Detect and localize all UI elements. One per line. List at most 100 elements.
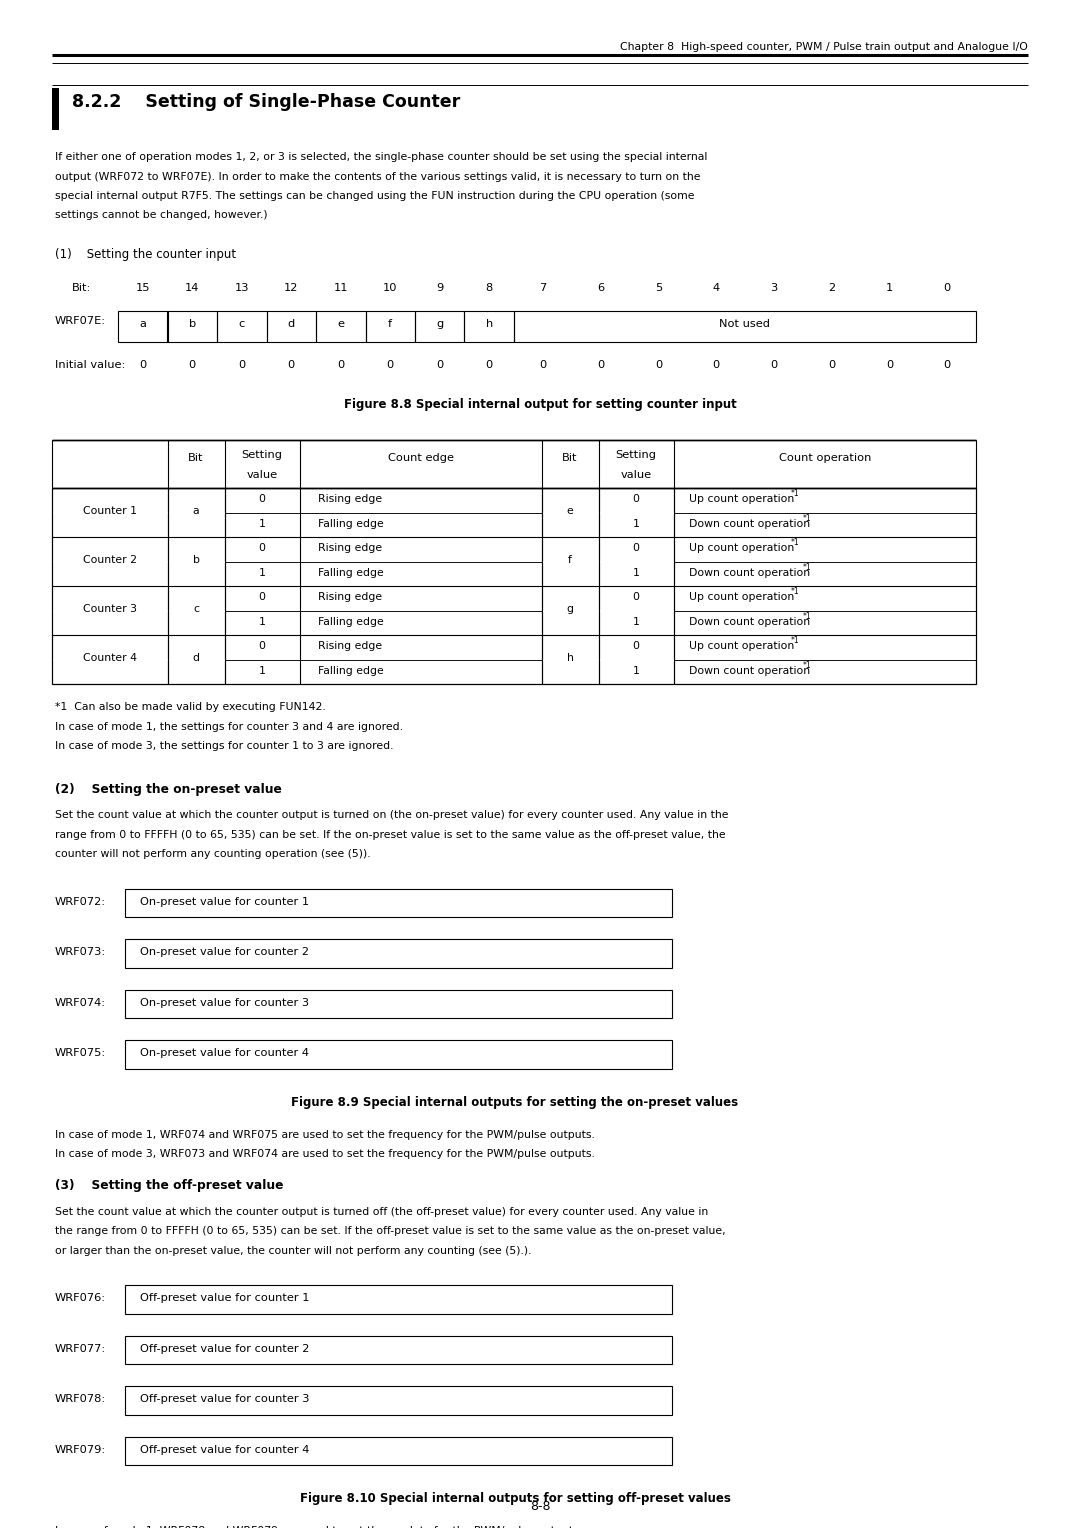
Text: Initial value:: Initial value: xyxy=(55,361,125,370)
Text: Down count operation: Down count operation xyxy=(689,617,810,626)
Text: WRF07E:: WRF07E: xyxy=(55,316,106,325)
Text: 0: 0 xyxy=(238,361,245,370)
Text: 6: 6 xyxy=(597,283,604,293)
Text: Off-preset value for counter 4: Off-preset value for counter 4 xyxy=(140,1445,309,1455)
Text: 1: 1 xyxy=(259,518,266,529)
Text: (2)    Setting the on-preset value: (2) Setting the on-preset value xyxy=(55,782,282,796)
Text: On-preset value for counter 2: On-preset value for counter 2 xyxy=(140,947,309,957)
Text: Not used: Not used xyxy=(719,318,770,329)
Text: Up count operation: Up count operation xyxy=(689,593,794,602)
Text: value: value xyxy=(621,471,651,480)
Text: 7: 7 xyxy=(539,283,546,293)
Text: Rising edge: Rising edge xyxy=(318,494,381,504)
Text: Figure 8.9 Special internal outputs for setting the on-preset values: Figure 8.9 Special internal outputs for … xyxy=(292,1096,739,1108)
Text: g: g xyxy=(436,318,444,329)
Text: 0: 0 xyxy=(258,494,266,504)
Text: Rising edge: Rising edge xyxy=(318,593,381,602)
Text: c: c xyxy=(239,318,245,329)
Text: Down count operation: Down count operation xyxy=(689,666,810,675)
Text: 1: 1 xyxy=(633,666,639,675)
Text: WRF079:: WRF079: xyxy=(55,1445,106,1455)
Bar xyxy=(316,312,365,342)
Text: 0: 0 xyxy=(287,361,295,370)
Text: WRF074:: WRF074: xyxy=(55,998,106,1008)
Text: Falling edge: Falling edge xyxy=(318,568,383,578)
Text: 0: 0 xyxy=(337,361,345,370)
Text: 0: 0 xyxy=(633,494,639,504)
Text: WRF078:: WRF078: xyxy=(55,1394,106,1404)
Text: 0: 0 xyxy=(633,544,639,553)
Text: WRF072:: WRF072: xyxy=(55,897,106,906)
Bar xyxy=(217,312,267,342)
Text: d: d xyxy=(192,652,200,663)
Text: 11: 11 xyxy=(334,283,348,293)
Text: Bit: Bit xyxy=(563,452,578,463)
Text: Set the count value at which the counter output is turned on (the on-preset valu: Set the count value at which the counter… xyxy=(55,810,729,821)
Text: In case of mode 3, the settings for counter 1 to 3 are ignored.: In case of mode 3, the settings for coun… xyxy=(55,741,393,750)
Text: 13: 13 xyxy=(234,283,249,293)
Text: 0: 0 xyxy=(387,361,394,370)
Bar xyxy=(125,1285,672,1314)
Text: Figure 8.8 Special internal output for setting counter input: Figure 8.8 Special internal output for s… xyxy=(343,397,737,411)
Text: or larger than the on-preset value, the counter will not perform any counting (s: or larger than the on-preset value, the … xyxy=(55,1245,531,1256)
Text: WRF076:: WRF076: xyxy=(55,1293,106,1303)
Text: Setting: Setting xyxy=(242,451,283,460)
Text: Chapter 8  High-speed counter, PWM / Pulse train output and Analogue I/O: Chapter 8 High-speed counter, PWM / Puls… xyxy=(620,41,1028,52)
Text: Off-preset value for counter 2: Off-preset value for counter 2 xyxy=(140,1343,309,1354)
Text: 4: 4 xyxy=(713,283,719,293)
Text: Off-preset value for counter 3: Off-preset value for counter 3 xyxy=(140,1394,310,1404)
Text: 1: 1 xyxy=(633,617,639,626)
Text: 0: 0 xyxy=(828,361,835,370)
Text: 0: 0 xyxy=(139,361,147,370)
Text: Bit:: Bit: xyxy=(72,283,92,293)
Text: *1: *1 xyxy=(792,489,799,498)
Text: Up count operation: Up count operation xyxy=(689,544,794,553)
Text: Counter 2: Counter 2 xyxy=(83,555,137,564)
Bar xyxy=(267,312,316,342)
Text: 1: 1 xyxy=(633,518,639,529)
Text: 3: 3 xyxy=(770,283,778,293)
Text: h: h xyxy=(567,652,573,663)
Bar xyxy=(125,940,672,967)
Text: g: g xyxy=(567,604,573,614)
Text: range from 0 to FFFFH (0 to 65, 535) can be set. If the on-preset value is set t: range from 0 to FFFFH (0 to 65, 535) can… xyxy=(55,830,726,839)
Text: b: b xyxy=(192,555,200,564)
Text: 0: 0 xyxy=(770,361,778,370)
Text: 0: 0 xyxy=(258,642,266,651)
Text: 8: 8 xyxy=(486,283,492,293)
Text: Bit: Bit xyxy=(188,452,204,463)
Text: 0: 0 xyxy=(944,361,950,370)
Text: Off-preset value for counter 1: Off-preset value for counter 1 xyxy=(140,1293,310,1303)
Text: counter will not perform any counting operation (see (5)).: counter will not perform any counting op… xyxy=(55,850,370,859)
Text: 8-8: 8-8 xyxy=(530,1500,550,1513)
Text: On-preset value for counter 3: On-preset value for counter 3 xyxy=(140,998,309,1008)
Text: 0: 0 xyxy=(597,361,604,370)
Bar xyxy=(125,1386,672,1415)
Text: Count operation: Count operation xyxy=(779,452,870,463)
Text: On-preset value for counter 4: On-preset value for counter 4 xyxy=(140,1048,309,1059)
Text: In case of mode 1, WRF074 and WRF075 are used to set the frequency for the PWM/p: In case of mode 1, WRF074 and WRF075 are… xyxy=(55,1129,595,1140)
Text: e: e xyxy=(567,506,573,515)
Bar xyxy=(125,1335,672,1365)
Text: 0: 0 xyxy=(713,361,719,370)
Text: In case of mode 1, the settings for counter 3 and 4 are ignored.: In case of mode 1, the settings for coun… xyxy=(55,721,403,732)
Text: WRF075:: WRF075: xyxy=(55,1048,106,1059)
Bar xyxy=(365,312,415,342)
Text: (3)    Setting the off-preset value: (3) Setting the off-preset value xyxy=(55,1180,283,1192)
Bar xyxy=(125,1436,672,1465)
Text: h: h xyxy=(486,318,492,329)
Bar xyxy=(125,888,672,917)
Text: 1: 1 xyxy=(259,617,266,626)
Text: a: a xyxy=(193,506,200,515)
Text: f: f xyxy=(568,555,572,564)
Text: Counter 3: Counter 3 xyxy=(83,604,137,614)
Text: Set the count value at which the counter output is turned off (the off-preset va: Set the count value at which the counter… xyxy=(55,1207,708,1216)
Text: the range from 0 to FFFFH (0 to 65, 535) can be set. If the off-preset value is : the range from 0 to FFFFH (0 to 65, 535)… xyxy=(55,1225,726,1236)
Text: On-preset value for counter 1: On-preset value for counter 1 xyxy=(140,897,309,906)
Text: 12: 12 xyxy=(284,283,298,293)
Text: d: d xyxy=(287,318,295,329)
Text: *1: *1 xyxy=(802,562,811,571)
Text: Falling edge: Falling edge xyxy=(318,518,383,529)
Bar xyxy=(415,312,464,342)
Text: 1: 1 xyxy=(633,568,639,578)
